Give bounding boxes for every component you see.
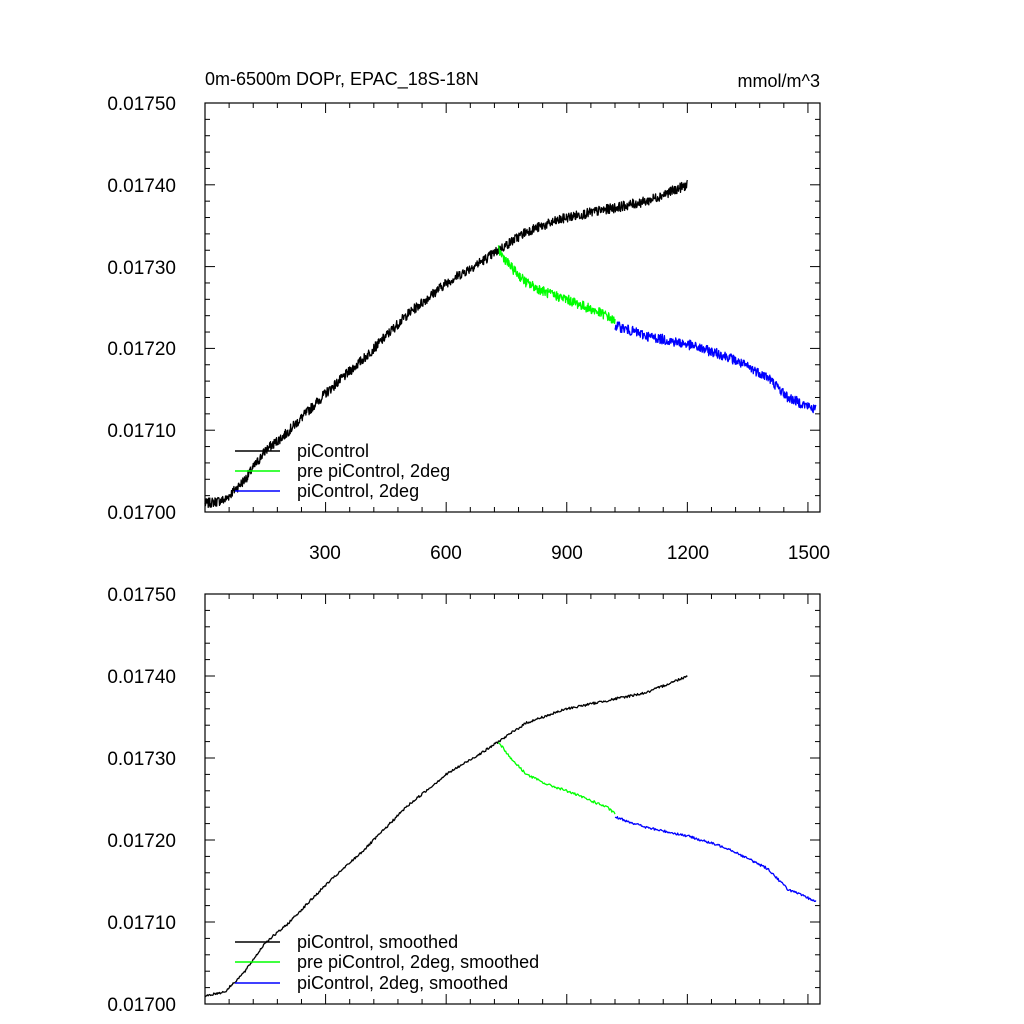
tick-group xyxy=(205,102,820,513)
y-tick-labels: 0.01750 0.01740 0.01730 0.01720 0.01710 … xyxy=(107,94,176,524)
legend: piControl, smoothed pre piControl, 2deg,… xyxy=(235,932,539,993)
y-tick-label: 0.01700 xyxy=(107,503,176,524)
x-tick-label: 300 xyxy=(309,543,341,564)
legend-label: piControl xyxy=(297,441,369,461)
tick-group xyxy=(205,593,820,1005)
y-tick-label: 0.01720 xyxy=(107,831,176,852)
y-tick-label: 0.01740 xyxy=(107,667,176,688)
x-tick-label: 1500 xyxy=(788,543,830,564)
chart-title: 0m-6500m DOPr, EPAC_18S-18N xyxy=(205,69,479,90)
series-line xyxy=(204,179,689,508)
series-group xyxy=(204,675,817,998)
y-tick-label: 0.01720 xyxy=(107,339,176,360)
units-label: mmol/m^3 xyxy=(738,71,820,91)
y-tick-label: 0.01710 xyxy=(107,913,176,934)
legend-label: pre piControl, 2deg xyxy=(297,461,450,481)
panel-bottom: 0.01750 0.01740 0.01730 0.01720 0.01710 … xyxy=(107,585,821,1016)
legend: piControl pre piControl, 2deg piControl,… xyxy=(235,441,450,501)
series-line xyxy=(614,321,817,414)
legend-label: piControl, 2deg, smoothed xyxy=(297,973,508,993)
y-tick-label: 0.01710 xyxy=(107,421,176,442)
legend-label: pre piControl, 2deg, smoothed xyxy=(297,952,539,972)
y-tick-label: 0.01740 xyxy=(107,176,176,197)
series-line xyxy=(497,245,616,325)
x-tick-label: 1200 xyxy=(667,543,709,564)
series-line xyxy=(204,675,688,998)
legend-label: piControl, smoothed xyxy=(297,932,458,952)
panel-top: 0m-6500m DOPr, EPAC_18S-18N mmol/m^3 0.0… xyxy=(107,69,830,564)
y-tick-label: 0.01750 xyxy=(107,94,176,115)
plot-frame xyxy=(204,102,821,513)
series-group xyxy=(204,179,817,508)
x-tick-labels: 300 600 900 1200 1500 xyxy=(309,543,830,564)
series-line xyxy=(614,816,817,903)
series-line xyxy=(497,742,616,815)
x-tick-label: 600 xyxy=(430,543,462,564)
plot-frame xyxy=(204,593,821,1005)
y-tick-label: 0.01750 xyxy=(107,585,176,606)
x-tick-label: 900 xyxy=(551,543,583,564)
y-tick-label: 0.01730 xyxy=(107,258,176,279)
y-tick-label: 0.01730 xyxy=(107,749,176,770)
legend-label: piControl, 2deg xyxy=(297,481,419,501)
y-tick-labels: 0.01750 0.01740 0.01730 0.01720 0.01710 … xyxy=(107,585,176,1016)
y-tick-label: 0.01700 xyxy=(107,995,176,1016)
